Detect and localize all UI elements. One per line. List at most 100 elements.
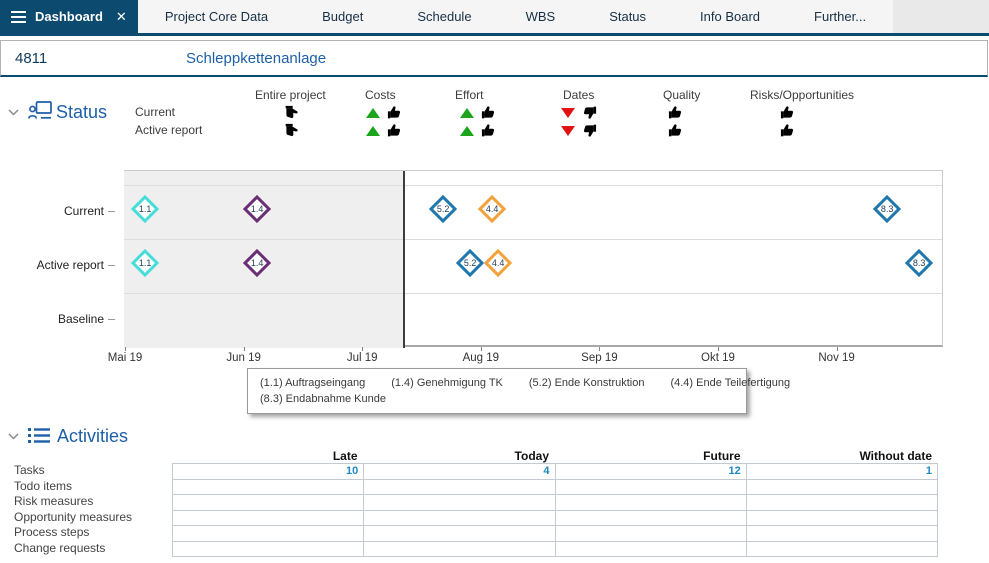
milestone-plot: 1.1 1.4 5.2 4.4 8.3 1.1 1.4 5.2 4.4 8.3 [124, 170, 943, 348]
status-costs-current [366, 104, 403, 121]
activities-row-labels: Tasks Todo items Risk measures Opportuni… [14, 463, 132, 556]
project-header: 4811 Schleppkettenanlage [0, 40, 988, 77]
status-col-costs: Costs [365, 88, 396, 102]
thumb-neutral-icon [285, 123, 298, 137]
thumb-up-icon [481, 106, 495, 119]
close-tab-icon[interactable]: ✕ [115, 8, 127, 24]
milestone-label: 8.3 [912, 257, 926, 268]
status-col-effort: Effort [455, 88, 484, 102]
tab-info-board[interactable]: Info Board [700, 9, 761, 24]
milestone-diamond-8.3[interactable]: 8.3 [904, 248, 934, 278]
cell-change-requests-today [364, 541, 556, 557]
milestone-label: 1.4 [250, 257, 264, 268]
axis-tick [718, 347, 719, 351]
tab-bar: Dashboard ✕ Project Core Data Budget Sch… [0, 0, 989, 33]
col-header-today: Today [514, 449, 549, 463]
row-label-todo-items: Todo items [14, 478, 73, 493]
tab-budget[interactable]: Budget [322, 9, 364, 24]
axis-month-label: Jun 19 [226, 352, 261, 364]
thumb-down-icon [583, 124, 597, 137]
cell-change-requests-without-date [746, 541, 938, 557]
status-quality-active [667, 122, 684, 139]
thumb-up-icon [668, 124, 682, 137]
row-separator [124, 185, 942, 186]
cell-risk-measures-today [364, 495, 556, 511]
status-effort-active [460, 122, 497, 139]
thumb-up-icon [668, 106, 682, 119]
status-col-risks-opportunities: Risks/Opportunities [750, 88, 855, 102]
milestone-label: 4.4 [491, 257, 505, 268]
status-row-label-current: Current [135, 105, 176, 119]
project-id: 4811 [15, 50, 48, 67]
thumb-down-icon [583, 106, 597, 119]
axis-month-label: Okt 19 [701, 352, 735, 364]
status-collapse-chevron-icon[interactable] [8, 109, 19, 116]
milestone-label: 1.4 [250, 203, 264, 214]
milestone-diamond-5.2[interactable]: 5.2 [455, 248, 485, 278]
status-row-label-active-report: Active report [135, 123, 203, 137]
axis-tick [243, 347, 245, 351]
axis-month-label: Nov 19 [818, 352, 855, 364]
legend-item: (5.2) Ende Konstruktion [528, 377, 645, 389]
chart-row-label-baseline: Baseline [57, 312, 104, 326]
cell-opportunity-measures-without-date [746, 510, 938, 526]
activities-collapse-chevron-icon[interactable] [8, 433, 19, 440]
row-label-change-requests: Change requests [14, 540, 106, 555]
tab-status[interactable]: Status [609, 9, 647, 24]
status-entire-project-current [283, 104, 300, 121]
cell-todo-items-without-date [746, 479, 938, 495]
axis-month-label: Jul 19 [346, 352, 378, 364]
tab-project-core-data[interactable]: Project Core Data [164, 9, 269, 24]
milestone-legend: (1.1) Auftragseingang (1.4) Genehmigung … [247, 368, 790, 414]
hamburger-menu-icon[interactable] [11, 10, 26, 23]
tab-wbs[interactable]: WBS [525, 9, 556, 24]
legend-row: (1.1) Auftragseingang (1.4) Genehmigung … [260, 375, 790, 391]
tab-further[interactable]: Further... [814, 9, 867, 24]
status-dates-current [561, 104, 598, 121]
trend-up-icon [366, 125, 380, 136]
cell-opportunity-measures-today [364, 510, 556, 526]
milestone-diamond-8.3[interactable]: 8.3 [872, 194, 902, 224]
today-marker-line [403, 171, 405, 348]
axis-tick [480, 347, 482, 351]
cell-tasks-late[interactable]: 10 [173, 464, 365, 480]
cell-tasks-today[interactable]: 4 [364, 464, 556, 480]
milestone-diamond-4.4[interactable]: 4.4 [483, 248, 513, 278]
milestone-label: 1.1 [138, 203, 152, 214]
thumb-up-icon [387, 106, 401, 119]
tab-dashboard-label: Dashboard [35, 9, 103, 24]
col-header-future: Future [703, 449, 741, 463]
project-name: Schleppkettenanlage [186, 50, 327, 67]
row-label-opportunity-measures: Opportunity measures [14, 509, 133, 524]
cell-tasks-future[interactable]: 12 [555, 464, 747, 480]
thumb-neutral-icon [285, 105, 298, 119]
cell-tasks-without-date[interactable]: 1 [746, 464, 938, 480]
status-section-title: Status [56, 102, 108, 122]
col-header-late: Late [332, 449, 358, 463]
axis-month-label: Aug 19 [462, 352, 500, 364]
row-label-tasks: Tasks [14, 463, 45, 477]
chart-row-label-active-report: Active report [36, 258, 104, 272]
milestone-diamond-4.4[interactable]: 4.4 [477, 194, 507, 224]
cell-process-steps-late [173, 526, 365, 542]
milestone-diamond-5.2[interactable]: 5.2 [428, 194, 458, 224]
tab-dashboard[interactable]: Dashboard ✕ [0, 0, 138, 33]
row-separator [124, 293, 942, 294]
cell-process-steps-future [555, 526, 747, 542]
status-col-dates: Dates [563, 88, 595, 102]
cell-process-steps-today [364, 526, 556, 542]
thumb-up-icon [481, 124, 495, 137]
status-section-icon [28, 101, 52, 119]
cell-change-requests-future [555, 541, 747, 557]
status-quality-current [667, 104, 684, 121]
thumb-up-icon [387, 124, 401, 137]
cell-risk-measures-late [173, 495, 365, 511]
activities-table-header: Late Today Future Without date [172, 449, 938, 463]
col-header-without-date: Without date [859, 449, 932, 463]
tab-schedule[interactable]: Schedule [417, 9, 472, 24]
legend-row: (8.3) Endabnahme Kunde [260, 391, 734, 407]
cell-todo-items-today [364, 479, 556, 495]
trend-up-icon [366, 107, 380, 118]
legend-item: (1.1) Auftragseingang [260, 377, 366, 389]
axis-tick [125, 347, 126, 351]
